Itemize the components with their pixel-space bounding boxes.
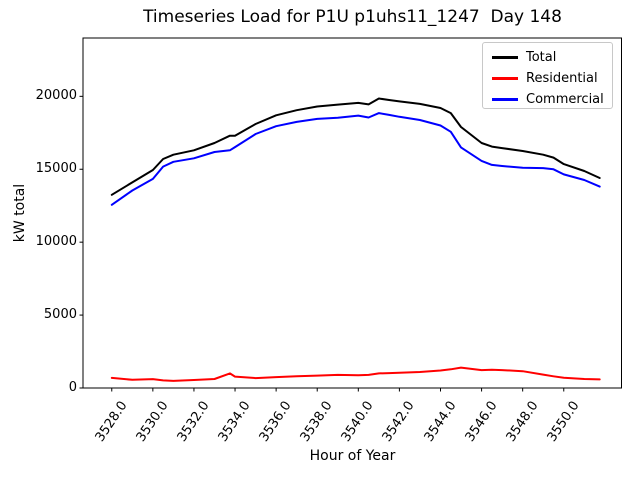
y-tick-label: 5000 (43, 307, 77, 323)
series-line-commercial (110, 112, 601, 206)
legend: Total Residential Commercial (482, 42, 613, 109)
y-tick-label: 20000 (35, 88, 77, 104)
series-line-total (110, 97, 601, 196)
axes-frame (82, 37, 623, 389)
legend-label: Commercial (526, 92, 604, 107)
y-tick-label: 15000 (35, 161, 77, 177)
legend-entry-residential: Residential (483, 68, 612, 89)
legend-entry-total: Total (483, 47, 612, 68)
legend-line-icon (492, 77, 518, 80)
y-axis-label: kW total (12, 183, 28, 243)
legend-line-icon (492, 98, 518, 101)
legend-label: Residential (526, 71, 598, 86)
series-line-residential (110, 366, 601, 382)
legend-label: Total (526, 50, 557, 65)
chart-title: Timeseries Load for P1U p1uhs11_1247 Day… (143, 7, 562, 27)
legend-entry-commercial: Commercial (483, 89, 612, 110)
y-tick-label: 0 (68, 380, 77, 395)
x-axis-label: Hour of Year (309, 448, 396, 464)
y-tick-label: 10000 (35, 234, 77, 250)
legend-line-icon (492, 56, 518, 59)
